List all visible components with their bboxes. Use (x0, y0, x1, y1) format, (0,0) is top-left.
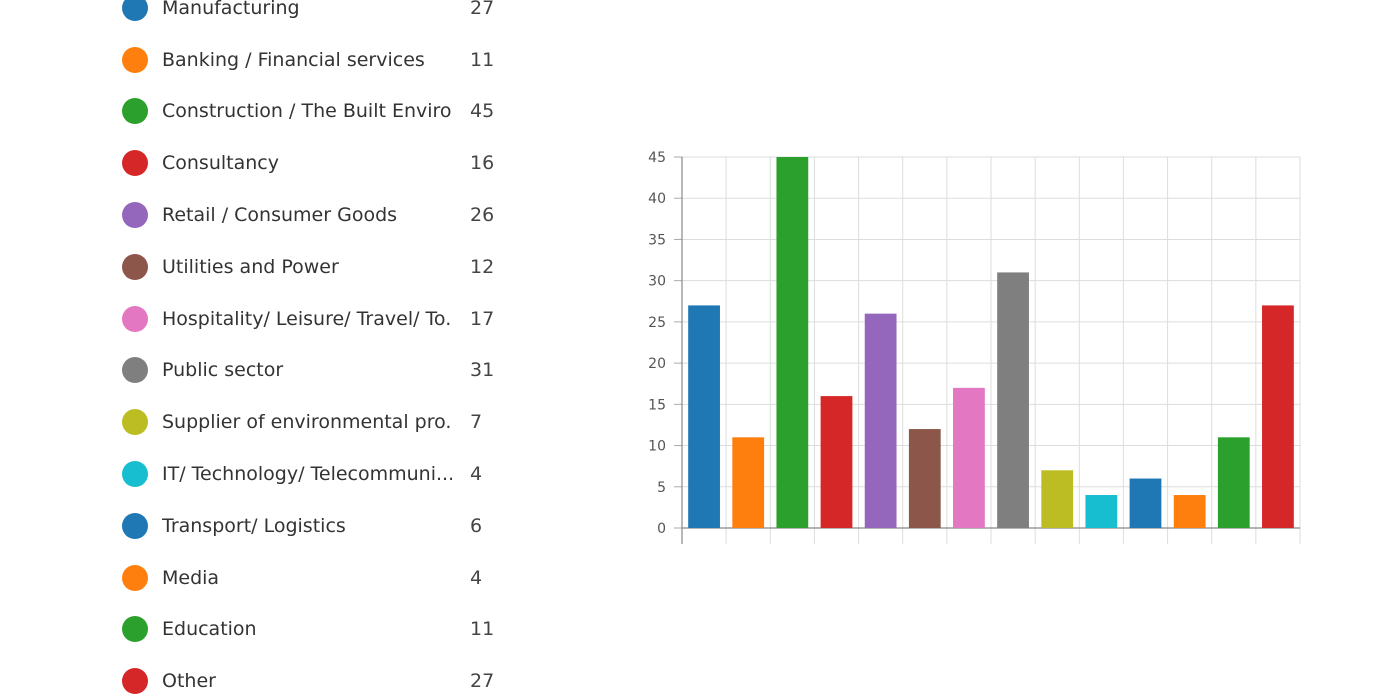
y-tick-label: 40 (648, 191, 666, 207)
chart-legend: Manufacturing 27 Banking / Financial servi… (122, 0, 502, 700)
legend-color-swatch (122, 564, 148, 591)
legend-item[interactable]: Transport/ Logistics 6 (122, 500, 502, 552)
legend-color-swatch (122, 46, 148, 73)
bar-4 (820, 396, 853, 528)
bar-14 (1262, 305, 1294, 528)
bar-chart: 0 5 10 15 20 25 30 35 40 45 (648, 150, 1301, 544)
legend-color-swatch (122, 150, 148, 177)
bar-12 (1173, 495, 1206, 528)
legend-item-count: 16 (470, 152, 495, 175)
y-tick-label: 15 (648, 397, 666, 413)
bar-1 (688, 305, 720, 528)
legend-item-count: 6 (470, 514, 483, 537)
y-tick-label: 30 (648, 274, 666, 290)
legend-item[interactable]: Public sector 31 (122, 345, 502, 397)
legend-item-label: Media (162, 566, 220, 589)
legend-item-count: 12 (470, 255, 495, 278)
legend-color-swatch (122, 461, 148, 488)
legend-color-swatch (122, 305, 148, 332)
legend-item-count: 11 (470, 618, 495, 641)
legend-item[interactable]: Construction / The Built Enviro... 45 (122, 86, 502, 138)
legend-item-count: 4 (470, 463, 483, 486)
legend-color-swatch (122, 616, 148, 643)
legend-item-count: 45 (470, 100, 495, 123)
legend-item[interactable]: Utilities and Power 12 (122, 241, 502, 293)
legend-item-label: Consultancy (162, 152, 279, 175)
legend-item[interactable]: Hospitality/ Leisure/ Travel/ To... 17 (122, 293, 502, 345)
legend-item-label: Education (162, 618, 257, 641)
legend-item[interactable]: Consultancy 16 (122, 137, 502, 189)
legend-color-swatch (122, 253, 148, 280)
legend-item-label: Hospitality/ Leisure/ Travel/ To... (162, 307, 452, 330)
bar-9 (1041, 470, 1074, 528)
y-tick-label: 35 (648, 232, 666, 248)
legend-item-label: Construction / The Built Enviro... (162, 100, 452, 123)
legend-item[interactable]: Other 27 (122, 655, 502, 700)
y-tick-label: 20 (648, 356, 666, 372)
legend-item[interactable]: Supplier of environmental pro... 7 (122, 396, 502, 448)
bar-13 (1217, 437, 1250, 528)
legend-item-count: 11 (470, 48, 495, 71)
bar-10 (1085, 495, 1118, 528)
bar-3 (776, 157, 809, 528)
legend-item-count: 17 (470, 307, 495, 330)
legend-item-label: Banking / Financial services (162, 48, 425, 71)
legend-color-swatch (122, 0, 148, 21)
legend-item-label: Supplier of environmental pro... (162, 411, 452, 434)
y-tick-label: 5 (657, 480, 666, 496)
legend-item[interactable]: Media 4 (122, 552, 502, 604)
legend-item-label: Public sector (162, 359, 284, 382)
legend-item-count: 31 (470, 359, 495, 382)
legend-color-swatch (122, 409, 148, 436)
bar-8 (997, 272, 1029, 528)
legend-item-label: Utilities and Power (162, 255, 339, 278)
legend-item[interactable]: Banking / Financial services 11 (122, 34, 502, 86)
legend-item[interactable]: Retail / Consumer Goods 26 (122, 189, 502, 241)
legend-color-swatch (122, 668, 148, 695)
legend-color-swatch (122, 202, 148, 229)
bar-7 (953, 387, 985, 528)
bar-6 (908, 429, 941, 528)
bar-11 (1129, 478, 1162, 528)
bar-2 (732, 437, 765, 528)
legend-item-label: Manufacturing (162, 0, 300, 19)
legend-item-label: Transport/ Logistics (162, 514, 346, 537)
legend-item-label: IT/ Technology/ Telecommuni... (162, 463, 452, 486)
legend-item-count: 27 (470, 670, 495, 693)
legend-color-swatch (122, 357, 148, 384)
y-tick-label: 10 (648, 439, 666, 455)
legend-color-swatch (122, 98, 148, 125)
legend-item[interactable]: Education 11 (122, 604, 502, 656)
legend-item-count: 27 (470, 0, 495, 19)
legend-item-count: 4 (470, 566, 483, 589)
legend-item[interactable]: IT/ Technology/ Telecommuni... 4 (122, 448, 502, 500)
bar-5 (864, 313, 897, 528)
legend-item-label: Other (162, 670, 216, 693)
legend-item[interactable]: Manufacturing 27 (122, 0, 502, 34)
y-tick-label: 0 (657, 521, 666, 537)
y-tick-label: 45 (648, 150, 666, 166)
y-tick-label: 25 (648, 315, 666, 331)
legend-color-swatch (122, 512, 148, 539)
legend-item-count: 7 (470, 411, 483, 434)
legend-item-count: 26 (470, 204, 495, 227)
legend-item-label: Retail / Consumer Goods (162, 204, 398, 227)
